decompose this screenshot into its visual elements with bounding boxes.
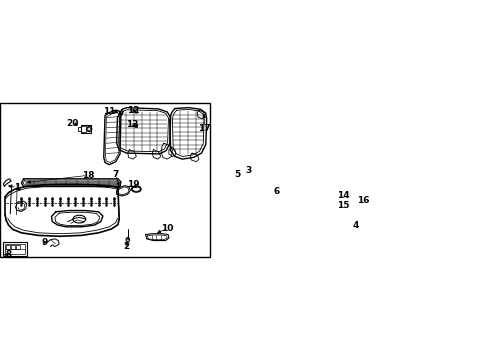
Text: 10: 10 — [161, 225, 173, 234]
Bar — [5, 244, 25, 254]
Text: 14: 14 — [337, 192, 349, 201]
Text: 11: 11 — [103, 107, 116, 116]
Text: 20: 20 — [67, 118, 79, 127]
Text: 15: 15 — [337, 201, 349, 210]
Text: 8: 8 — [5, 250, 12, 259]
Text: 3: 3 — [245, 166, 252, 175]
Text: 4: 4 — [353, 221, 359, 230]
Text: 16: 16 — [357, 196, 369, 205]
Text: 1: 1 — [14, 183, 20, 192]
Bar — [81, 126, 86, 132]
Text: 5: 5 — [234, 170, 241, 179]
Bar — [241, 176, 247, 182]
Bar — [352, 208, 358, 211]
Text: 7: 7 — [113, 170, 119, 179]
Text: 18: 18 — [82, 171, 94, 180]
Bar — [3, 242, 27, 256]
Text: 12: 12 — [126, 106, 139, 115]
Text: 19: 19 — [126, 180, 139, 189]
Text: 17: 17 — [198, 124, 210, 133]
Bar — [242, 177, 246, 181]
Text: 13: 13 — [126, 120, 138, 129]
Bar — [80, 125, 91, 132]
Text: 2: 2 — [123, 242, 129, 251]
Text: 6: 6 — [274, 187, 280, 196]
Text: 9: 9 — [42, 238, 48, 247]
Bar — [78, 126, 80, 131]
